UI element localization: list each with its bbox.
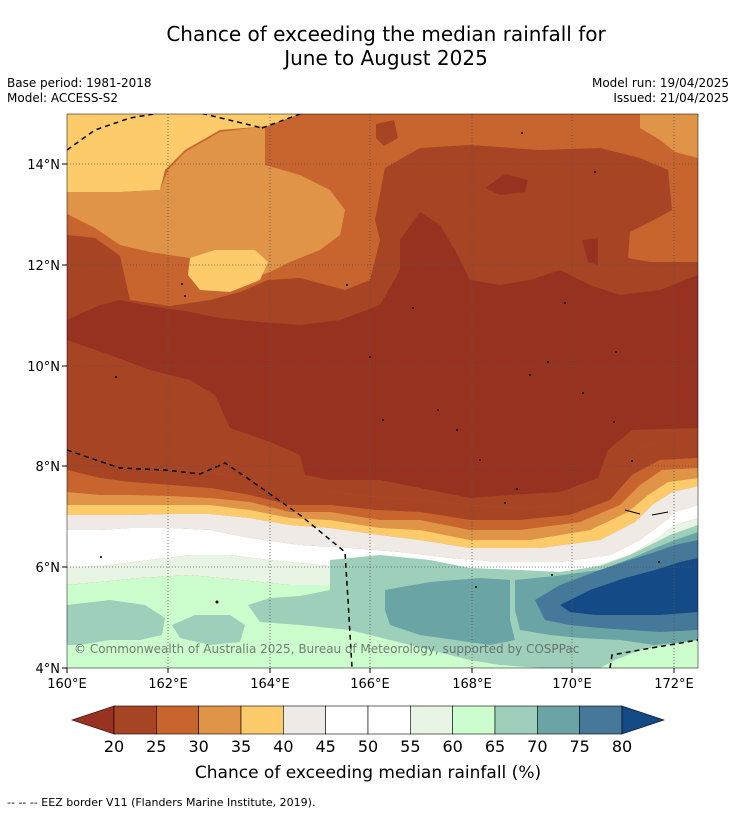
lat-tick-14: 14°N xyxy=(27,158,60,173)
colorbar-level-label: 40 xyxy=(273,737,293,756)
lat-ticks: 4°N 6°N 8°N 10°N 12°N 14°N xyxy=(27,158,67,677)
band-25-30-top-blob xyxy=(376,120,398,146)
lon-tick-164: 164°E xyxy=(250,677,290,692)
band-35-40-south xyxy=(67,468,698,540)
colorbar-swatch xyxy=(113,705,157,735)
colorbar: 20 25 30 35 40 45 50 55 60 65 70 75 80 xyxy=(71,705,665,756)
islands xyxy=(100,132,669,604)
eez-borders xyxy=(67,114,698,668)
colorbar-swatch xyxy=(494,705,538,735)
title-line-1: Chance of exceeding the median rainfall … xyxy=(166,22,606,46)
colorbar-swatch xyxy=(156,705,199,735)
colorbar-under-arrow xyxy=(71,705,115,735)
colorbar-level-label: 20 xyxy=(104,737,124,756)
model-run: Model run: 19/04/2025 xyxy=(591,76,729,90)
lat-tick-10: 10°N xyxy=(27,360,60,375)
lon-tick-172: 172°E xyxy=(654,677,694,692)
colorbar-level-label: 65 xyxy=(485,737,505,756)
band-20-25 xyxy=(67,212,698,498)
band-45-50 xyxy=(67,486,698,562)
copyright-text: © Commonwealth of Australia 2025, Bureau… xyxy=(74,642,579,656)
footer-note: -- -- -- EEZ border V11 (Flanders Marine… xyxy=(7,796,316,809)
colorbar-swatch xyxy=(198,705,242,735)
band-20-25-blob-2 xyxy=(582,238,598,265)
lon-tick-170: 170°E xyxy=(552,677,592,692)
band-25-30-south xyxy=(67,440,698,520)
meta-left: Base period: 1981-2018 Model: ACCESS-S2 xyxy=(7,76,152,106)
band-70-75 xyxy=(385,578,515,645)
band-35-40-northeast xyxy=(640,114,698,158)
band-65-70-small xyxy=(172,615,245,645)
lat-tick-8: 8°N xyxy=(36,460,61,475)
colorbar-swatch xyxy=(240,705,284,735)
band-30-35-south xyxy=(67,458,698,530)
title-line-2: June to August 2025 xyxy=(284,46,488,70)
band-40-45-blob xyxy=(188,250,268,292)
map-contours xyxy=(67,114,698,668)
map-frame xyxy=(66,113,699,669)
graticule xyxy=(67,114,698,668)
lon-tick-168: 168°E xyxy=(452,677,492,692)
eez-border-north-2 xyxy=(261,114,301,129)
rainfall-map: © Commonwealth of Australia 2025, Bureau… xyxy=(27,113,699,783)
lat-tick-6: 6°N xyxy=(36,561,61,576)
issued-date: Issued: 21/04/2025 xyxy=(613,91,729,105)
band-20-25-blob xyxy=(485,174,528,195)
band-40-45-south xyxy=(67,478,698,548)
colorbar-level-label: 25 xyxy=(146,737,166,756)
lon-tick-160: 160°E xyxy=(47,677,87,692)
colorbar-level-label: 45 xyxy=(315,737,335,756)
colorbar-swatch xyxy=(325,705,369,735)
band-55-60 xyxy=(67,518,698,590)
band-35-40-north xyxy=(67,126,345,290)
base-period: Base period: 1981-2018 xyxy=(7,76,152,90)
colorbar-level-label: 75 xyxy=(569,737,589,756)
band-65-70-west xyxy=(67,600,165,645)
colorbar-swatch xyxy=(410,705,453,735)
colorbar-level-label: 80 xyxy=(612,737,632,756)
colorbar-level-label: 30 xyxy=(188,737,208,756)
colorbar-swatch xyxy=(537,705,580,735)
lon-tick-166: 166°E xyxy=(350,677,390,692)
colorbar-swatch xyxy=(579,705,623,735)
lat-tick-12: 12°N xyxy=(27,259,60,274)
colorbar-title: Chance of exceeding median rainfall (%) xyxy=(195,763,541,783)
colorbar-level-label: 70 xyxy=(527,737,547,756)
model-name: Model: ACCESS-S2 xyxy=(7,91,119,105)
colorbar-swatch xyxy=(452,705,496,735)
meta-right: Model run: 19/04/2025 Issued: 21/04/2025 xyxy=(592,76,729,106)
lon-ticks: 160°E 162°E 164°E 166°E 168°E 170°E 172°… xyxy=(47,668,694,692)
colorbar-level-label: 35 xyxy=(231,737,251,756)
eez-border-north xyxy=(67,114,263,151)
colorbar-over-arrow xyxy=(621,705,665,735)
colorbar-level-label: 55 xyxy=(400,737,420,756)
eez-border-southeast xyxy=(609,639,698,668)
colorbar-level-label: 60 xyxy=(442,737,462,756)
colorbar-swatch xyxy=(367,705,411,735)
eez-border-west xyxy=(67,449,353,668)
band-over-80 xyxy=(560,558,698,615)
lon-tick-162: 162°E xyxy=(148,677,188,692)
colorbar-swatch xyxy=(283,705,326,735)
band-40-45-north xyxy=(67,114,300,194)
map-title: Chance of exceeding the median rainfall … xyxy=(0,22,736,70)
colorbar-level-label: 50 xyxy=(358,737,378,756)
lat-tick-4: 4°N xyxy=(36,662,61,677)
